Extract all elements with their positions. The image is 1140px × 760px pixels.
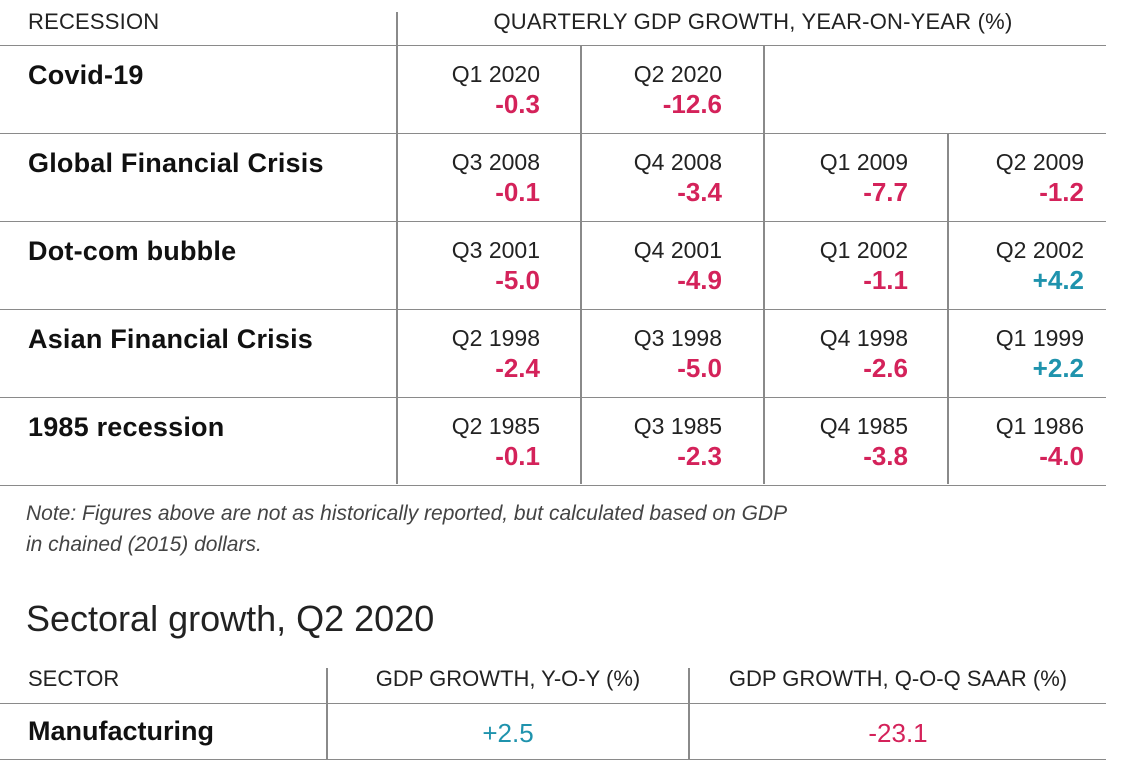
quarter-cell: Q4 2001 -4.9 (582, 236, 722, 296)
quarter-label: Q1 1999 (995, 325, 1084, 351)
quarter-label: Q2 2020 (633, 61, 722, 87)
quarter-label: Q1 2009 (819, 149, 908, 175)
quarter-cell: Q2 1998 -2.4 (398, 324, 540, 384)
quarter-cell: Q1 2020 -0.3 (398, 60, 540, 120)
table1-divider-1 (396, 12, 398, 484)
growth-value: -1.2 (1039, 177, 1084, 207)
growth-value: +4.2 (1032, 265, 1084, 295)
quarter-cell: Q1 2009 -7.7 (765, 148, 908, 208)
quarter-label: Q4 1998 (819, 325, 908, 351)
header-gdp-yoy: GDP GROWTH, Y-O-Y (%) (375, 666, 641, 691)
quarter-cell: Q3 1998 -5.0 (582, 324, 722, 384)
recession-row: Dot-com bubble Q3 2001 -5.0 Q4 2001 -4.9 Q1 2… (0, 222, 1106, 310)
growth-value: -1.1 (863, 265, 908, 295)
growth-value: -5.0 (495, 265, 540, 295)
quarter-cell: Q3 2001 -5.0 (398, 236, 540, 296)
recession-name: Dot-com bubble (28, 236, 237, 266)
quarter-label: Q1 2020 (451, 61, 540, 87)
recession-table-header: RECESSION QUARTERLY GDP GROWTH, YEAR-ON-… (0, 0, 1106, 46)
growth-value: +2.2 (1032, 353, 1084, 383)
recession-name: Covid-19 (28, 60, 144, 90)
growth-value: -12.6 (662, 89, 722, 119)
growth-value: -2.3 (677, 441, 722, 471)
quarter-cell: Q2 2009 -1.2 (949, 148, 1084, 208)
recession-row: Covid-19 Q1 2020 -0.3 Q2 2020 -12.6 (0, 46, 1106, 134)
growth-value: -7.7 (863, 177, 908, 207)
quarter-label: Q3 1998 (633, 325, 722, 351)
sector-row-manufacturing: Manufacturing +2.5 -23.1 (0, 704, 1106, 760)
quarter-label: Q2 2002 (995, 237, 1084, 263)
sector-qoq-value: -23.1 (868, 718, 928, 748)
quarter-label: Q1 2002 (819, 237, 908, 263)
growth-value: -2.4 (495, 353, 540, 383)
quarter-cell: Q2 2020 -12.6 (582, 60, 722, 120)
quarter-cell: Q4 2008 -3.4 (582, 148, 722, 208)
table1-divider-2 (580, 46, 582, 484)
recession-name: Asian Financial Crisis (28, 324, 313, 354)
quarter-cell: Q2 2002 +4.2 (949, 236, 1084, 296)
quarter-cell: Q2 1985 -0.1 (398, 412, 540, 472)
sector-table-header: SECTOR GDP GROWTH, Y-O-Y (%) GDP GROWTH,… (0, 656, 1106, 704)
quarter-label: Q4 1985 (819, 413, 908, 439)
sector-yoy-value: +2.5 (482, 718, 534, 748)
header-recession: RECESSION (28, 9, 160, 34)
quarter-cell: Q1 1986 -4.0 (949, 412, 1084, 472)
quarter-cell: Q3 2008 -0.1 (398, 148, 540, 208)
quarter-label: Q1 1986 (995, 413, 1084, 439)
quarter-label: Q3 2008 (451, 149, 540, 175)
growth-value: -0.1 (495, 441, 540, 471)
recession-row: 1985 recession Q2 1985 -0.1 Q3 1985 -2.3 Q4 1… (0, 398, 1106, 486)
growth-value: -4.9 (677, 265, 722, 295)
quarter-label: Q4 2001 (633, 237, 722, 263)
quarter-cell: Q4 1985 -3.8 (765, 412, 908, 472)
table2-divider-2 (688, 668, 690, 760)
quarter-label: Q2 1998 (451, 325, 540, 351)
recession-name: 1985 recession (28, 412, 225, 442)
sector-name: Manufacturing (28, 716, 214, 746)
header-sector: SECTOR (28, 666, 120, 691)
recession-row: Asian Financial Crisis Q2 1998 -2.4 Q3 1998… (0, 310, 1106, 398)
growth-value: -2.6 (863, 353, 908, 383)
growth-value: -0.1 (495, 177, 540, 207)
growth-value: -5.0 (677, 353, 722, 383)
growth-value: -0.3 (495, 89, 540, 119)
recession-name: Global Financial Crisis (28, 148, 324, 178)
header-quarterly-gdp-growth: QUARTERLY GDP GROWTH, YEAR-ON-YEAR (%) (493, 9, 1013, 34)
quarter-cell: Q1 1999 +2.2 (949, 324, 1084, 384)
growth-value: -4.0 (1039, 441, 1084, 471)
quarter-label: Q2 2009 (995, 149, 1084, 175)
growth-value: -3.8 (863, 441, 908, 471)
quarter-cell: Q4 1998 -2.6 (765, 324, 908, 384)
quarter-label: Q4 2008 (633, 149, 722, 175)
footnote-line-2: in chained (2015) dollars. (26, 533, 262, 556)
sectoral-growth-title: Sectoral growth, Q2 2020 (26, 598, 435, 639)
quarter-label: Q3 2001 (451, 237, 540, 263)
footnote: Note: Figures above are not as historica… (26, 498, 787, 560)
quarter-label: Q2 1985 (451, 413, 540, 439)
quarter-cell: Q3 1985 -2.3 (582, 412, 722, 472)
quarter-label: Q3 1985 (633, 413, 722, 439)
header-gdp-qoq-saar: GDP GROWTH, Q-O-Q SAAR (%) (728, 666, 1068, 691)
footnote-line-1: Note: Figures above are not as historica… (26, 502, 788, 525)
quarter-cell: Q1 2002 -1.1 (765, 236, 908, 296)
recession-row: Global Financial Crisis Q3 2008 -0.1 Q4 200… (0, 134, 1106, 222)
table1-divider-3 (763, 46, 765, 484)
growth-value: -3.4 (677, 177, 722, 207)
table2-divider-1 (326, 668, 328, 760)
